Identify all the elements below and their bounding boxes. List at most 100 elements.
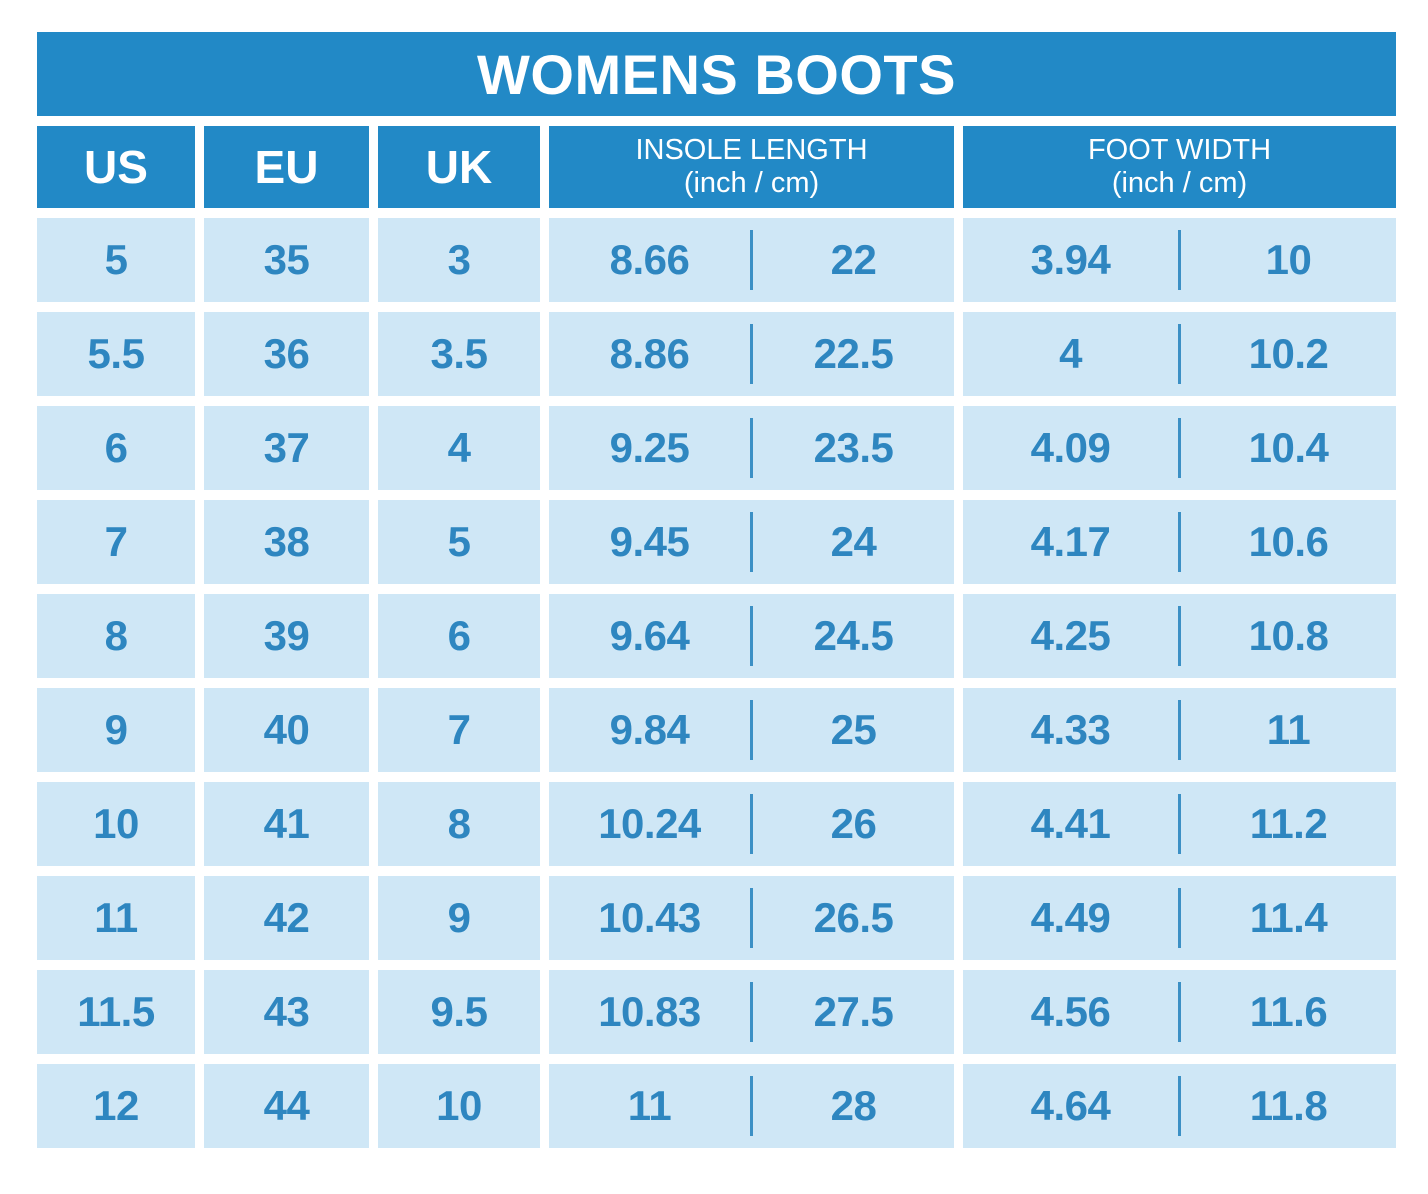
cell-us-size: 5.5: [37, 312, 195, 396]
cell-uk-size: 3: [378, 218, 540, 302]
eu-size-value: 35: [263, 236, 310, 283]
table-row: 9 40 7 9.84 25 4.33 11: [37, 688, 1396, 772]
divider-line: [1178, 606, 1181, 666]
insole-length-inch-value: 9.45: [609, 518, 690, 565]
foot-width-inch-value: 4.41: [1030, 800, 1111, 847]
cell-insole-length: 10.24 26: [549, 782, 954, 866]
cell-us-size: 9: [37, 688, 195, 772]
cell-insole-length: 11 28: [549, 1064, 954, 1148]
eu-size-value: 37: [263, 424, 310, 471]
cell-insole-length: 8.86 22.5: [549, 312, 954, 396]
uk-size-value: 7: [447, 706, 471, 753]
table-row: 11.5 43 9.5 10.83 27.5 4.56 11.6: [37, 970, 1396, 1054]
eu-size-value: 43: [263, 988, 310, 1035]
column-header-insole-length-label: INSOLE LENGTH: [635, 133, 868, 166]
cell-insole-length: 8.66 22: [549, 218, 954, 302]
insole-length-cm-value: 24: [830, 518, 877, 565]
cell-eu-size: 38: [204, 500, 369, 584]
table-row: 11 42 9 10.43 26.5 4.49 11.4: [37, 876, 1396, 960]
uk-size-value: 8: [447, 800, 471, 847]
size-chart: WOMENS BOOTS US EU UK INSOLE LENGTH (inc…: [37, 32, 1396, 1148]
divider-line: [1178, 324, 1181, 384]
foot-width-cm-value: 10.4: [1248, 424, 1329, 471]
cell-uk-size: 7: [378, 688, 540, 772]
cell-eu-size: 41: [204, 782, 369, 866]
cell-foot-width: 4.49 11.4: [963, 876, 1396, 960]
uk-size-value: 6: [447, 612, 471, 659]
cell-uk-size: 9.5: [378, 970, 540, 1054]
divider-line: [1178, 512, 1181, 572]
foot-width-inch-value: 4.09: [1030, 424, 1111, 471]
foot-width-inch-value: 4.33: [1030, 706, 1111, 753]
insole-length-inch-value: 10.43: [598, 894, 701, 941]
divider-line: [750, 606, 753, 666]
insole-length-inch-value: 9.84: [609, 706, 690, 753]
insole-length-cm-value: 24.5: [813, 612, 894, 659]
insole-length-inch-value: 8.86: [609, 330, 690, 377]
divider-line: [1178, 982, 1181, 1042]
cell-foot-width: 4.25 10.8: [963, 594, 1396, 678]
cell-foot-width: 4.33 11: [963, 688, 1396, 772]
table-row: 5 35 3 8.66 22 3.94 10: [37, 218, 1396, 302]
cell-eu-size: 40: [204, 688, 369, 772]
divider-line: [750, 230, 753, 290]
cell-us-size: 11: [37, 876, 195, 960]
divider-line: [1178, 794, 1181, 854]
divider-line: [750, 1076, 753, 1136]
foot-width-inch-value: 4.25: [1030, 612, 1111, 659]
insole-length-inch-value: 9.64: [609, 612, 690, 659]
column-header-us-label: US: [84, 141, 148, 193]
insole-length-cm-value: 27.5: [813, 988, 894, 1035]
insole-length-inch-value: 9.25: [609, 424, 690, 471]
insole-length-cm-value: 22.5: [813, 330, 894, 377]
cell-us-size: 11.5: [37, 970, 195, 1054]
uk-size-value: 9: [447, 894, 471, 941]
foot-width-cm-value: 10: [1265, 236, 1312, 283]
cell-us-size: 8: [37, 594, 195, 678]
cell-insole-length: 9.64 24.5: [549, 594, 954, 678]
insole-length-cm-value: 23.5: [813, 424, 894, 471]
cell-uk-size: 8: [378, 782, 540, 866]
us-size-value: 12: [93, 1082, 139, 1129]
us-size-value: 10: [93, 800, 139, 847]
insole-length-cm-value: 26.5: [813, 894, 894, 941]
cell-foot-width: 4.09 10.4: [963, 406, 1396, 490]
eu-size-value: 42: [263, 894, 310, 941]
insole-length-cm-value: 26: [830, 800, 877, 847]
foot-width-cm-value: 11: [1266, 706, 1311, 753]
column-header-us: US: [37, 126, 195, 208]
divider-line: [1178, 700, 1181, 760]
column-header-insole-length: INSOLE LENGTH (inch / cm): [549, 126, 954, 208]
us-size-value: 5: [104, 236, 128, 283]
cell-foot-width: 3.94 10: [963, 218, 1396, 302]
cell-insole-length: 9.25 23.5: [549, 406, 954, 490]
eu-size-value: 44: [263, 1082, 310, 1129]
cell-uk-size: 9: [378, 876, 540, 960]
cell-us-size: 10: [37, 782, 195, 866]
cell-eu-size: 42: [204, 876, 369, 960]
table-row: 8 39 6 9.64 24.5 4.25 10.8: [37, 594, 1396, 678]
cell-insole-length: 10.43 26.5: [549, 876, 954, 960]
insole-length-cm-value: 22: [830, 236, 877, 283]
eu-size-value: 38: [263, 518, 310, 565]
uk-size-value: 3.5: [430, 330, 488, 377]
insole-length-cm-value: 25: [830, 706, 877, 753]
divider-line: [750, 888, 753, 948]
cell-insole-length: 10.83 27.5: [549, 970, 954, 1054]
uk-size-value: 9.5: [430, 988, 488, 1035]
column-header-eu: EU: [204, 126, 369, 208]
eu-size-value: 40: [263, 706, 310, 753]
eu-size-value: 41: [263, 800, 310, 847]
foot-width-inch-value: 4.49: [1030, 894, 1111, 941]
table-row: 5.5 36 3.5 8.86 22.5 4 10.2: [37, 312, 1396, 396]
cell-us-size: 7: [37, 500, 195, 584]
foot-width-cm-value: 10.8: [1248, 612, 1329, 659]
column-header-foot-width-label: FOOT WIDTH: [1087, 133, 1272, 166]
cell-foot-width: 4.17 10.6: [963, 500, 1396, 584]
column-header-uk-label: UK: [425, 141, 493, 193]
cell-foot-width: 4.64 11.8: [963, 1064, 1396, 1148]
eu-size-value: 39: [263, 612, 310, 659]
us-size-value: 6: [104, 424, 128, 471]
cell-us-size: 5: [37, 218, 195, 302]
cell-eu-size: 36: [204, 312, 369, 396]
